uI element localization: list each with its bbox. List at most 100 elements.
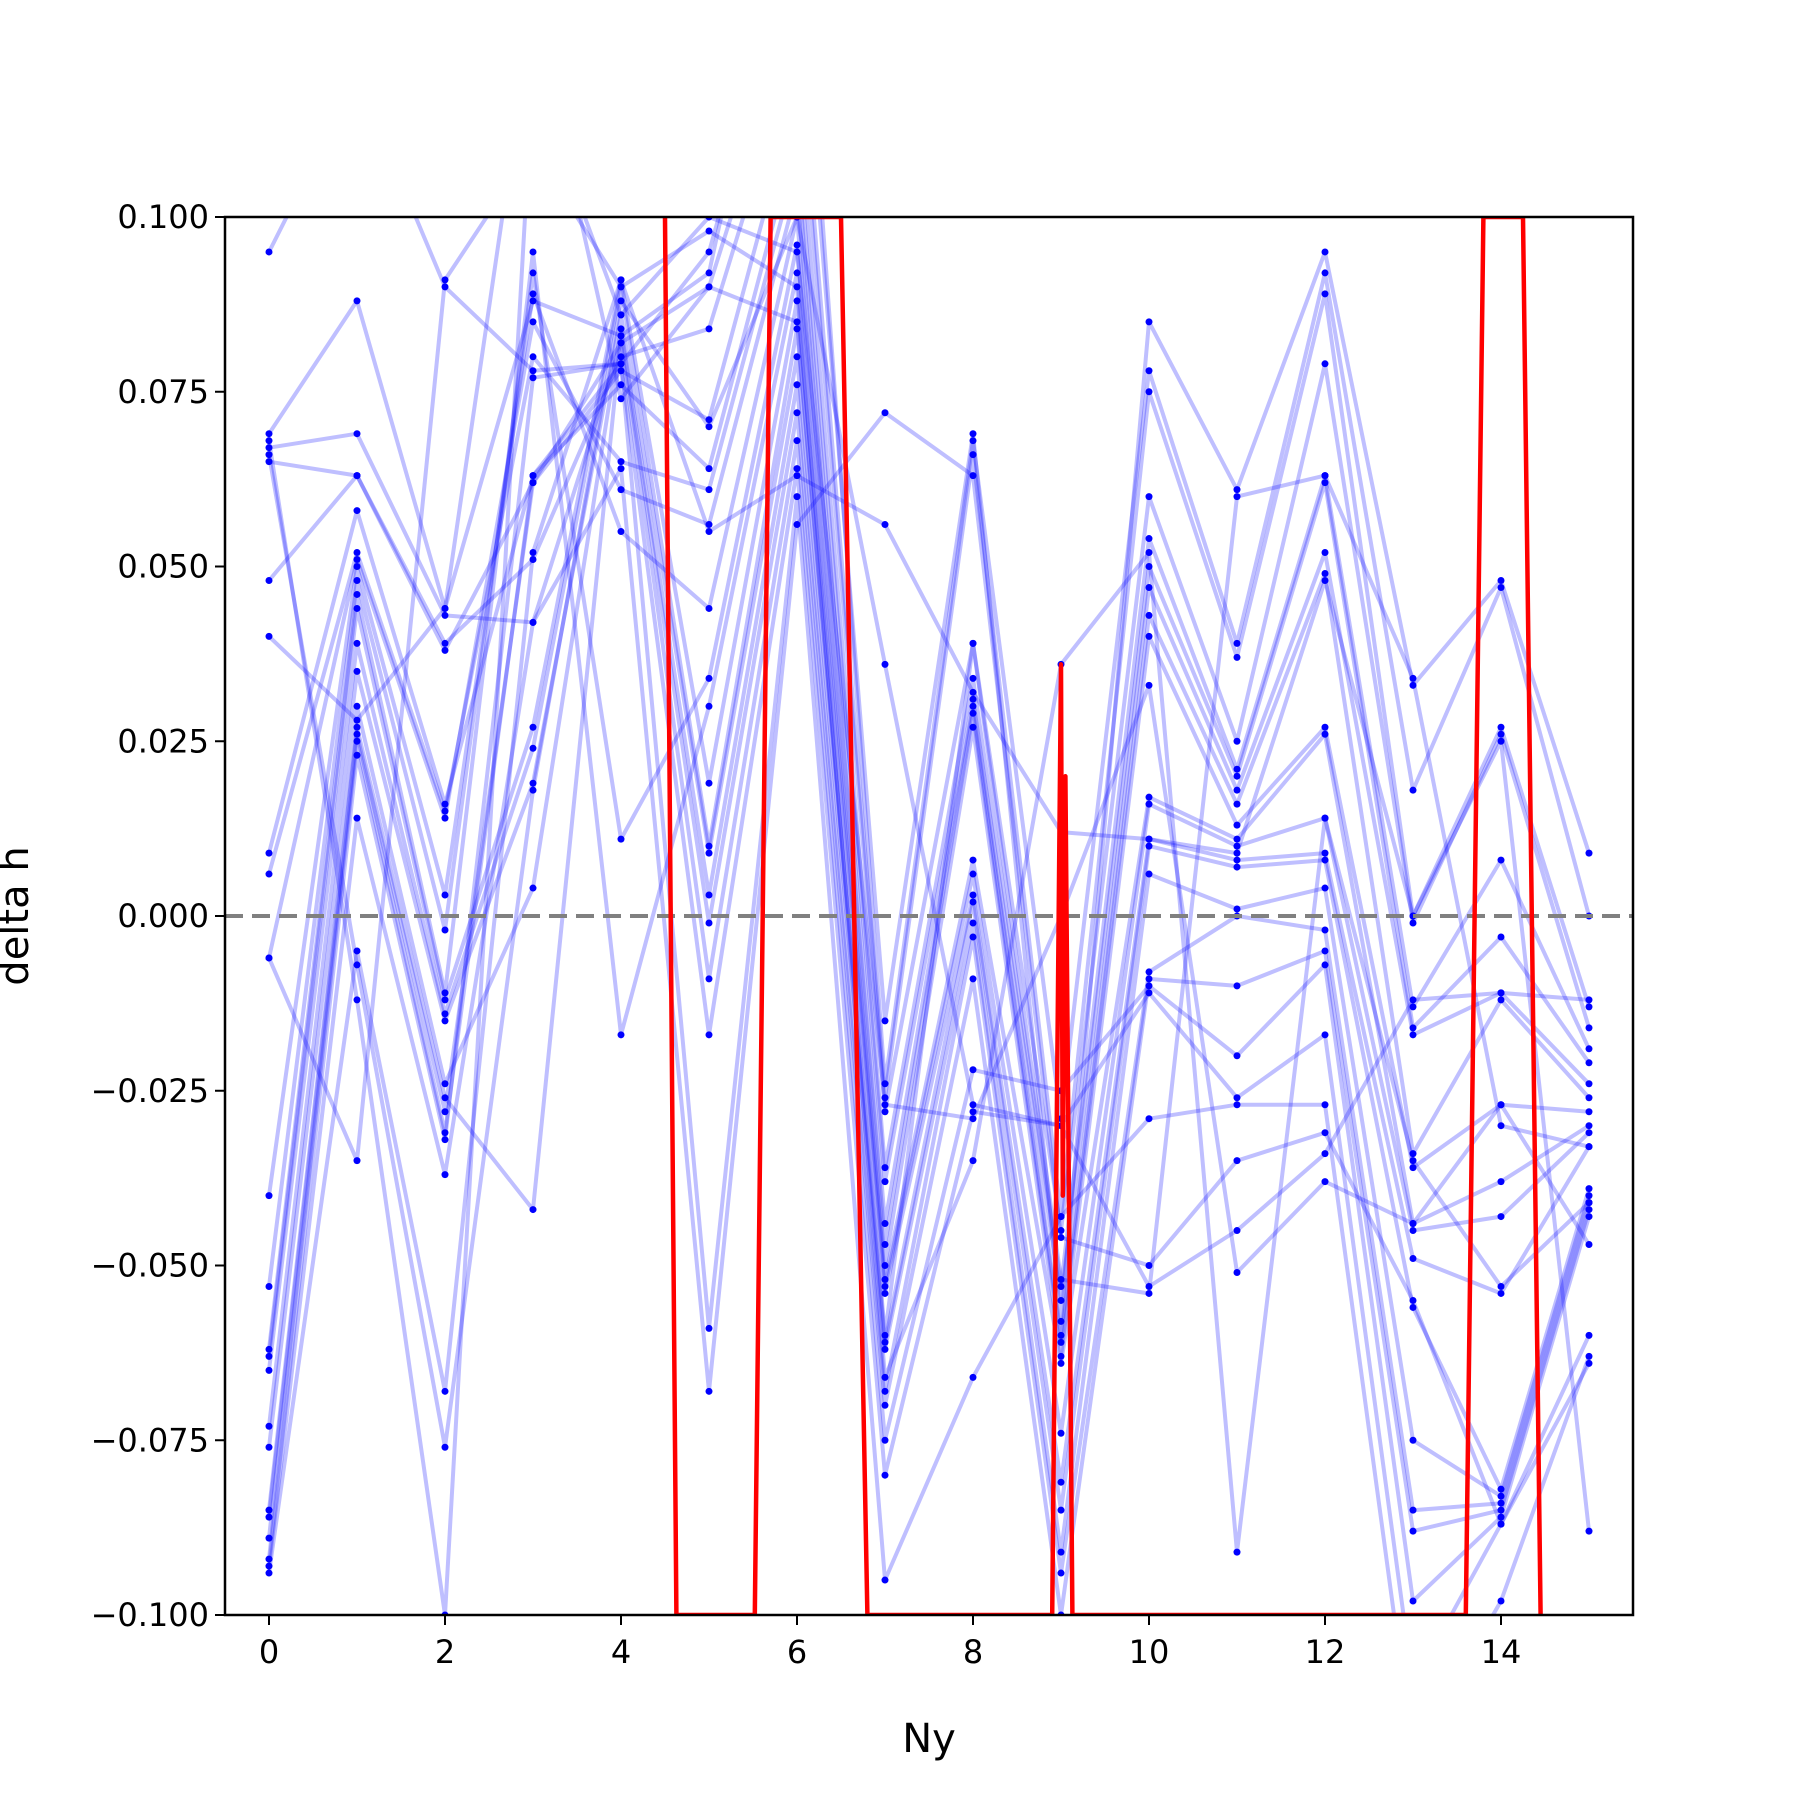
data-point-20-14 xyxy=(1497,737,1505,745)
data-point-5-12 xyxy=(1321,479,1329,487)
data-point-0-7 xyxy=(881,1017,889,1025)
data-point-17-6 xyxy=(793,465,801,473)
data-point-5-5 xyxy=(705,465,713,473)
y-axis-label: delta h xyxy=(0,846,38,985)
data-point-4-7 xyxy=(881,1164,889,1172)
data-point-9-15 xyxy=(1585,1122,1593,1130)
data-point-15-13 xyxy=(1409,1527,1417,1535)
data-point-13-0 xyxy=(265,1422,273,1430)
data-point-21-15 xyxy=(1585,996,1593,1004)
data-point-7-6 xyxy=(794,186,801,193)
data-point-21-13 xyxy=(1409,996,1417,1004)
data-point-16-4 xyxy=(617,339,625,347)
data-point-21-8 xyxy=(969,1101,977,1109)
data-point-6-5 xyxy=(705,486,713,494)
data-point-3-0 xyxy=(265,458,273,466)
series-line-4 xyxy=(267,217,1591,1289)
data-point-7-4 xyxy=(617,486,625,494)
data-point-10-15 xyxy=(1585,1129,1593,1137)
data-point-5-14 xyxy=(1497,933,1505,941)
data-point-11-5 xyxy=(705,779,713,787)
data-point-0-8 xyxy=(969,430,977,438)
data-point-3-10 xyxy=(1145,493,1153,501)
data-point-1-1 xyxy=(353,297,361,305)
data-point-11-9 xyxy=(1057,1478,1065,1486)
data-point-3-4 xyxy=(617,353,625,361)
data-point-10-10 xyxy=(1145,800,1153,808)
data-point-23-13 xyxy=(1409,1157,1417,1165)
data-point-19-2 xyxy=(441,1171,449,1179)
data-point-17-10 xyxy=(1145,989,1153,997)
data-point-11-0 xyxy=(265,1352,273,1360)
data-point-3-13 xyxy=(1409,919,1417,927)
data-point-24-4 xyxy=(617,395,625,403)
data-point-16-1 xyxy=(353,730,361,738)
data-point-19-10 xyxy=(1145,1262,1153,1269)
data-point-23-4 xyxy=(617,283,625,291)
data-point-9-1 xyxy=(353,576,361,584)
data-point-20-2 xyxy=(441,1387,449,1395)
series-line-1 xyxy=(267,217,1591,1121)
data-point-3-14 xyxy=(1497,730,1505,738)
x-axis: 0 2 4 6 8 10 12 14 xyxy=(259,1615,1522,1671)
data-point-14-12 xyxy=(1321,926,1329,934)
data-point-8-1 xyxy=(353,563,361,570)
data-point-23-15 xyxy=(1585,1199,1593,1207)
y-tick-label-0: −0.100 xyxy=(91,1596,209,1634)
data-point-15-10 xyxy=(1145,975,1153,983)
data-point-15-11 xyxy=(1233,982,1241,990)
data-point-8-8 xyxy=(969,723,977,731)
data-point-11-14 xyxy=(1497,1289,1505,1297)
data-point-0-0 xyxy=(265,248,273,256)
data-point-19-15 xyxy=(1585,1359,1593,1367)
x-tick-label-8: 8 xyxy=(963,1633,983,1671)
data-point-2-6 xyxy=(794,4,801,11)
data-point-8-10 xyxy=(1145,632,1153,640)
data-point-17-5 xyxy=(705,1031,713,1039)
data-point-18-3 xyxy=(529,374,537,382)
data-point-12-3 xyxy=(529,744,537,752)
data-point-0-12 xyxy=(1321,248,1329,256)
data-point-24-8 xyxy=(969,639,977,647)
data-point-1-14 xyxy=(1497,583,1505,591)
data-point-6-4 xyxy=(617,458,625,466)
data-point-3-2 xyxy=(441,639,449,647)
series-layer xyxy=(265,4,1593,1615)
data-point-24-5 xyxy=(705,283,713,291)
data-point-10-3 xyxy=(529,248,537,256)
data-point-2-8 xyxy=(969,451,977,459)
data-point-3-5 xyxy=(705,325,713,333)
data-point-4-15 xyxy=(1585,1045,1593,1053)
data-point-0-10 xyxy=(1145,318,1153,326)
x-tick-label-14: 14 xyxy=(1481,1633,1522,1671)
data-point-15-2 xyxy=(441,1094,449,1102)
data-point-9-8 xyxy=(969,856,977,864)
data-point-6-7 xyxy=(881,1220,889,1228)
data-point-6-6 xyxy=(794,158,801,165)
data-point-10-8 xyxy=(969,870,977,878)
data-point-9-6 xyxy=(793,241,801,249)
data-point-24-13 xyxy=(1409,674,1417,682)
data-point-20-0 xyxy=(265,1569,273,1577)
data-point-21-11 xyxy=(1233,1227,1241,1235)
data-point-11-11 xyxy=(1233,856,1241,864)
data-point-16-0 xyxy=(265,1513,273,1521)
data-point-14-7 xyxy=(881,1387,889,1395)
series-line-22 xyxy=(267,217,1591,1615)
data-point-7-1 xyxy=(353,556,361,564)
data-point-24-0 xyxy=(265,632,273,640)
data-point-5-2 xyxy=(441,800,449,808)
data-point-17-2 xyxy=(441,1129,449,1137)
data-point-16-3 xyxy=(529,479,537,487)
x-tick-label-4: 4 xyxy=(611,1633,631,1671)
data-point-24-3 xyxy=(530,4,537,11)
data-point-1-7 xyxy=(881,1080,889,1088)
data-point-20-1 xyxy=(353,947,361,955)
series-line-12 xyxy=(267,284,1591,1513)
data-point-8-2 xyxy=(441,891,449,899)
data-point-6-8 xyxy=(969,702,977,710)
data-point-9-0 xyxy=(265,1282,273,1290)
data-point-2-10 xyxy=(1145,388,1153,396)
data-point-15-14 xyxy=(1497,1506,1505,1514)
data-point-11-3 xyxy=(529,723,537,731)
